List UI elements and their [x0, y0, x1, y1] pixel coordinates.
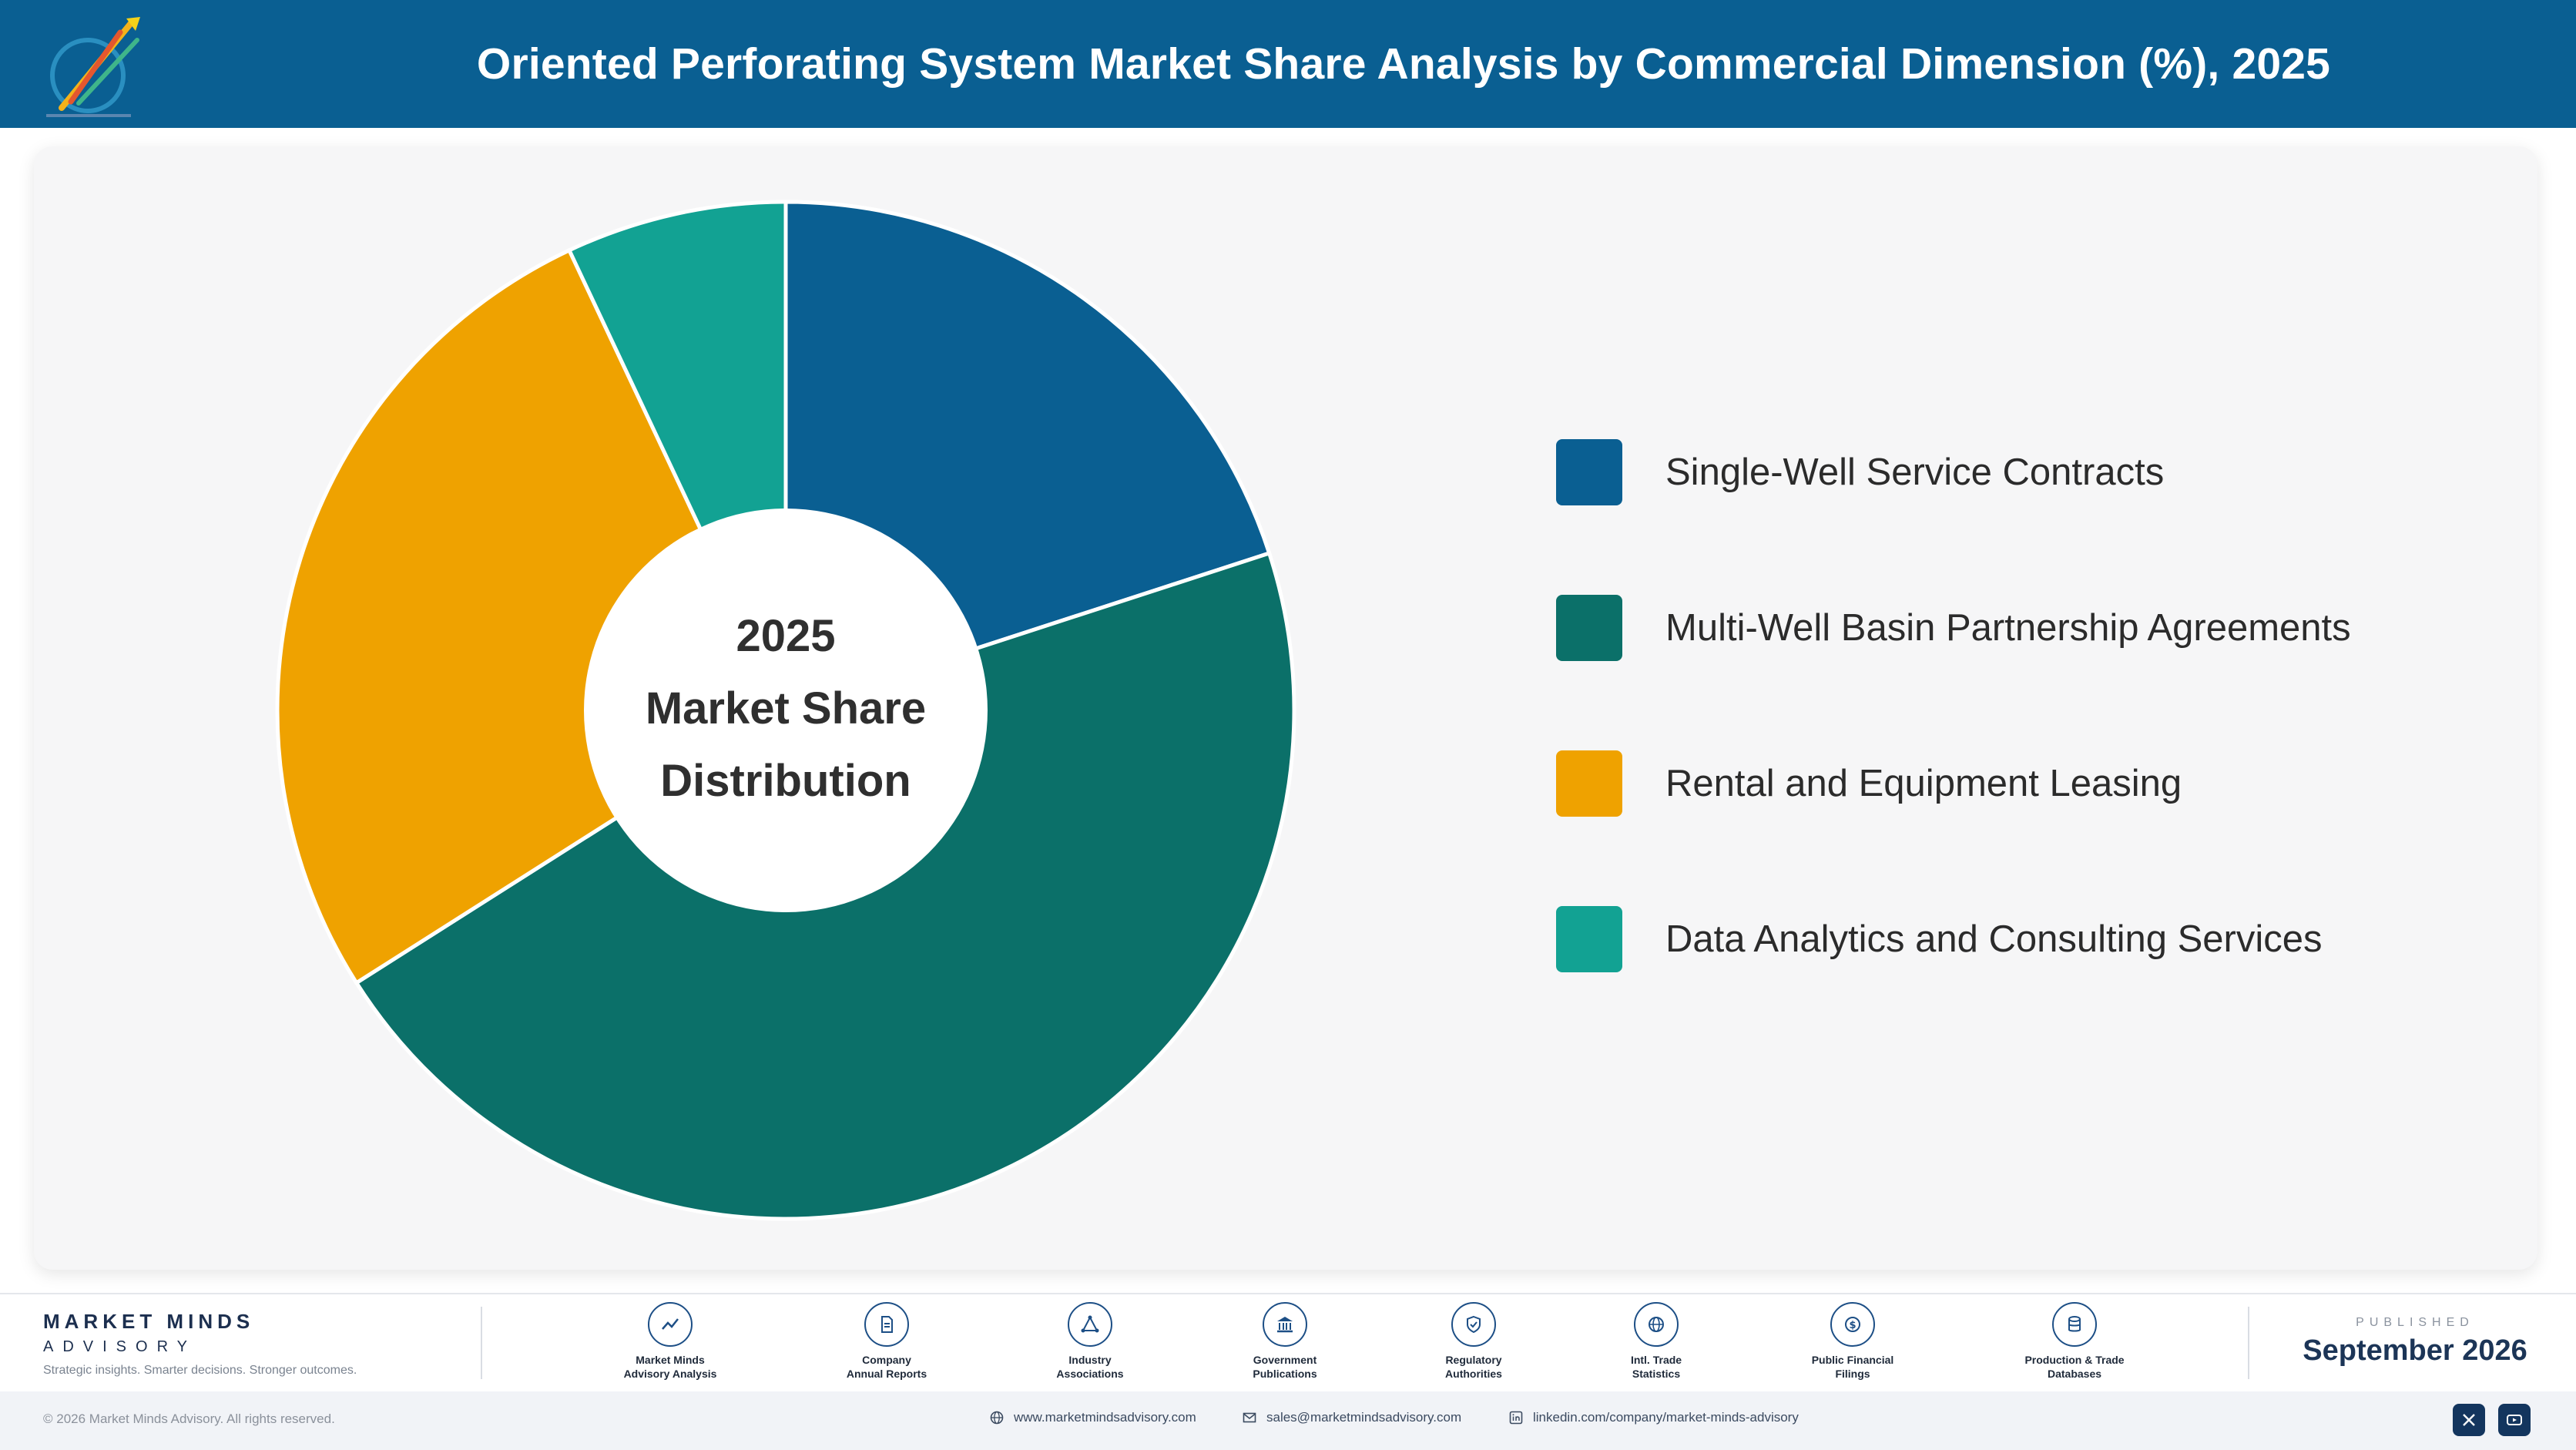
- published-date: September 2026: [2303, 1334, 2527, 1367]
- website-link[interactable]: www.marketmindsadvisory.com: [989, 1410, 1196, 1425]
- source-label: Production & Trade Databases: [2024, 1354, 2125, 1380]
- source-government-publications: Government Publications: [1208, 1302, 1362, 1381]
- copyright-text: © 2026 Market Minds Advisory. All rights…: [43, 1411, 335, 1426]
- shield-check-icon: [1451, 1302, 1496, 1347]
- dollar-coin-icon: $: [1830, 1302, 1875, 1347]
- globe-icon: [1634, 1302, 1679, 1347]
- brand-tagline: Strategic insights. Smarter decisions. S…: [43, 1364, 357, 1377]
- source-label: Government Publications: [1253, 1354, 1317, 1380]
- legend-label: Rental and Equipment Leasing: [1665, 763, 2182, 804]
- donut-slice: [275, 247, 789, 986]
- footer-divider: [2248, 1307, 2249, 1379]
- linkedin-link[interactable]: linkedin.com/company/market-minds-adviso…: [1508, 1410, 1799, 1425]
- brand-name: MARKET MINDS: [43, 1310, 255, 1333]
- legend-item: Multi-Well Basin Partnership Agreements: [1556, 595, 2351, 661]
- center-label-line-2: Market Share: [645, 683, 927, 733]
- source-label: Company Annual Reports: [846, 1354, 927, 1380]
- source-regulatory-authorities: Regulatory Authorities: [1397, 1302, 1551, 1381]
- footer-brand: MARKET MINDS ADVISORY Strategic insights…: [43, 1310, 357, 1378]
- source-label: Industry Associations: [1056, 1354, 1124, 1380]
- website-text: www.marketmindsadvisory.com: [1014, 1410, 1196, 1425]
- email-text: sales@marketmindsadvisory.com: [1266, 1410, 1462, 1425]
- source-label: Public Financial Filings: [1811, 1354, 1894, 1380]
- legend-item: Single-Well Service Contracts: [1556, 439, 2351, 505]
- footer-divider: [481, 1307, 482, 1379]
- brand-subtitle: ADVISORY: [43, 1338, 196, 1355]
- youtube-social-button[interactable]: [2498, 1404, 2531, 1436]
- youtube-icon: [2507, 1415, 2522, 1425]
- legend-swatch: [1556, 750, 1622, 817]
- legend-swatch: [1556, 906, 1622, 972]
- source-annual-reports: Company Annual Reports: [810, 1302, 964, 1381]
- source-label: Market Minds Advisory Analysis: [623, 1354, 717, 1380]
- legend-label: Single-Well Service Contracts: [1665, 451, 2165, 493]
- source-industry-associations: Industry Associations: [1013, 1302, 1167, 1381]
- legend-item: Data Analytics and Consulting Services: [1556, 906, 2351, 972]
- document-icon: [864, 1302, 909, 1347]
- page-title: Oriented Perforating System Market Share…: [476, 39, 2331, 89]
- linkedin-icon: [1509, 1411, 1523, 1425]
- bottom-bar: [0, 1391, 2576, 1450]
- source-label: Regulatory Authorities: [1445, 1354, 1502, 1380]
- trend-line-icon: [648, 1302, 693, 1347]
- mail-icon: [1243, 1412, 1256, 1423]
- legend-swatch: [1556, 439, 1622, 505]
- center-label-line-1: 2025: [736, 611, 836, 661]
- database-icon: [2052, 1302, 2097, 1347]
- published-info: PUBLISHED September 2026: [2257, 1316, 2573, 1368]
- government-building-icon: [1263, 1302, 1307, 1347]
- chart-legend: Single-Well Service Contracts Multi-Well…: [1556, 439, 2351, 972]
- svg-text:$: $: [1849, 1320, 1856, 1331]
- legend-label: Data Analytics and Consulting Services: [1665, 918, 2323, 960]
- header-bar: Oriented Perforating System Market Share…: [0, 0, 2576, 128]
- market-minds-logo-icon: [46, 17, 140, 117]
- network-icon: [1068, 1302, 1112, 1347]
- email-link[interactable]: sales@marketmindsadvisory.com: [1242, 1410, 1461, 1425]
- donut-center-label: 2025 Market Share Distribution: [593, 601, 978, 817]
- x-social-button[interactable]: [2453, 1404, 2485, 1436]
- x-icon: [2463, 1414, 2475, 1426]
- globe-icon: [990, 1411, 1004, 1425]
- published-label: PUBLISHED: [2356, 1316, 2474, 1329]
- source-trade-databases: Production & Trade Databases: [1997, 1302, 2152, 1381]
- donut-hole: [584, 509, 988, 912]
- legend-item: Rental and Equipment Leasing: [1556, 750, 2351, 817]
- legend-swatch: [1556, 595, 1622, 661]
- legend-label: Multi-Well Basin Partnership Agreements: [1665, 607, 2351, 649]
- source-trade-statistics: Intl. Trade Statistics: [1579, 1302, 1733, 1381]
- center-label-line-3: Distribution: [660, 756, 911, 806]
- source-financial-filings: $ Public Financial Filings: [1776, 1302, 1930, 1381]
- source-advisory-analysis: Market Minds Advisory Analysis: [593, 1302, 747, 1381]
- source-label: Intl. Trade Statistics: [1630, 1354, 1682, 1380]
- linkedin-text: linkedin.com/company/market-minds-adviso…: [1533, 1410, 1799, 1425]
